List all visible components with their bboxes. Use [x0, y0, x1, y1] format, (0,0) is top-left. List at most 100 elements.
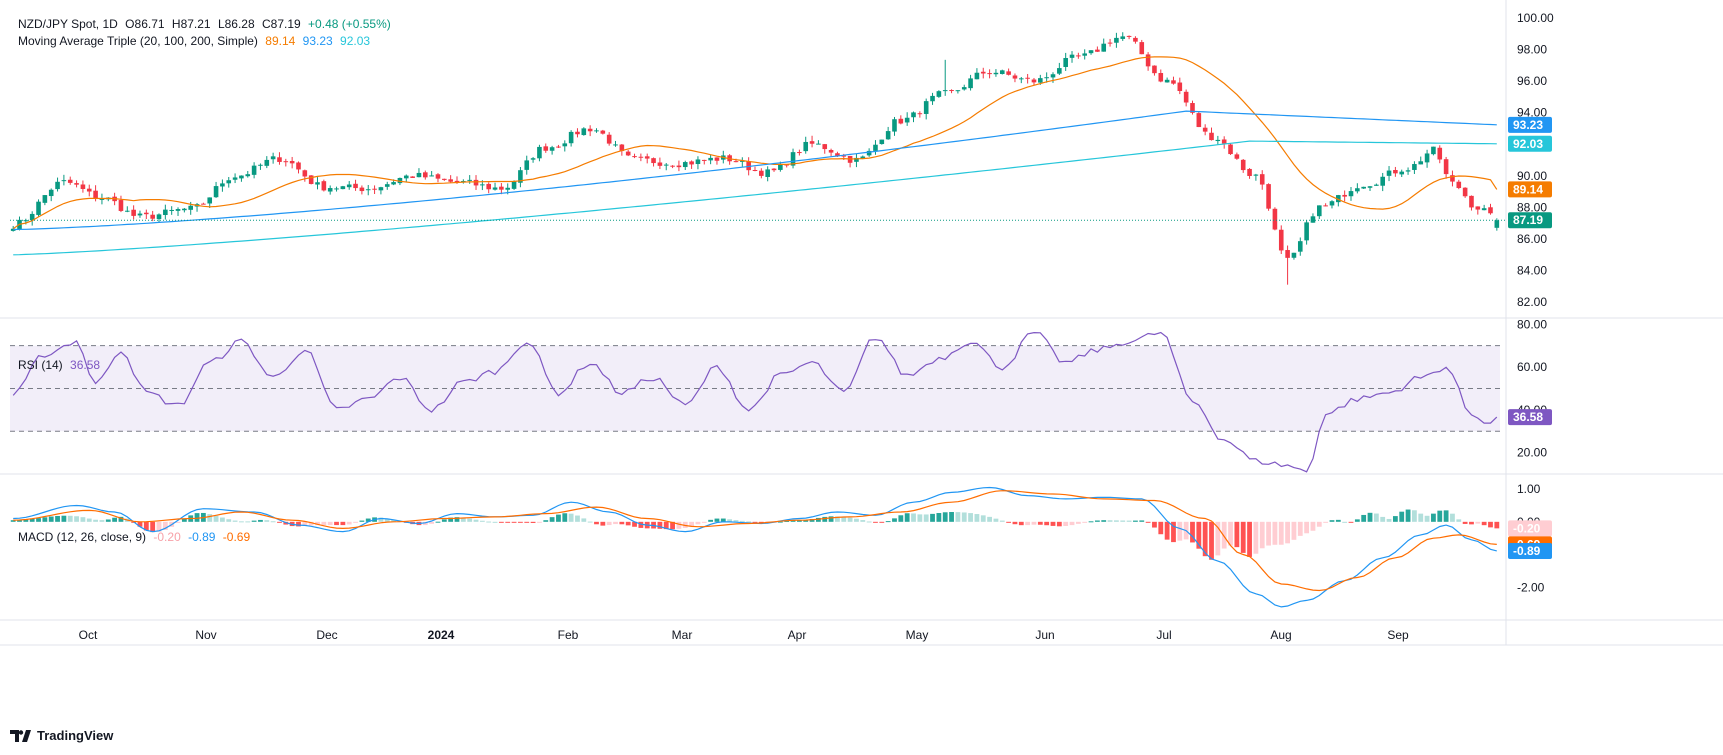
macd-hist-bar [714, 518, 720, 522]
candle-body [1177, 82, 1183, 91]
macd-hist-bar [873, 521, 878, 523]
candle-body [537, 146, 542, 159]
candle-body [473, 179, 479, 186]
candle-body [790, 152, 796, 166]
macd-hist-bar [987, 516, 992, 522]
candle-body [232, 177, 238, 180]
candle-body [378, 187, 384, 191]
candle-body [365, 189, 371, 191]
macd-hist-bar [315, 521, 320, 526]
macd-hist-bar [1297, 521, 1303, 536]
candle-body [923, 101, 929, 114]
tradingview-brand[interactable]: TradingView [10, 728, 113, 743]
time-tick-label: Dec [316, 628, 337, 642]
ma20-line [12, 56, 1498, 230]
candle-body [93, 190, 98, 199]
candle-body [1190, 103, 1195, 113]
open-label: O [125, 17, 135, 31]
price-tick-label: 82.00 [1517, 295, 1547, 309]
macd-hist-bar [1247, 521, 1252, 557]
candle-body [999, 70, 1005, 75]
macd-signal-line [13, 490, 1497, 592]
candle-body [239, 175, 244, 179]
candle-body [144, 212, 149, 215]
macd-hist-bar [968, 513, 973, 522]
macd-hist-bar [441, 519, 447, 522]
brand-name: TradingView [37, 728, 114, 743]
rsi-value: 36.58 [70, 358, 101, 372]
macd-hist-bar [898, 515, 904, 522]
candle-body [1456, 181, 1462, 189]
macd-hist-bar [353, 521, 358, 523]
macd-hist-bar [1354, 519, 1360, 522]
candle-body [740, 160, 745, 162]
macd-hist-bar [1386, 518, 1392, 522]
macd-hist-bar [1469, 521, 1474, 525]
candle-body [1278, 229, 1284, 251]
candle-body [1145, 54, 1151, 67]
macd-hist-bar [1228, 521, 1233, 546]
macd-hist-bar [492, 521, 498, 523]
macd-hist-bar [752, 521, 758, 523]
ma20-tag-bg [1508, 181, 1552, 198]
macd-hist-tag-text: -0.20 [1513, 521, 1541, 535]
macd-hist-bar [587, 521, 593, 523]
candle-body [251, 165, 257, 175]
price-tick-label: 98.00 [1517, 42, 1547, 56]
macd-hist-bar [1234, 521, 1240, 548]
candle-body [448, 179, 453, 182]
macd-hist-bar [61, 515, 67, 522]
macd-hist-bar [1126, 520, 1132, 522]
macd-hist-bar [296, 521, 301, 527]
price-legend: NZD/JPY Spot, 1D O86.71 H87.21 L86.28 C8… [18, 16, 395, 32]
macd-hist-bar [156, 521, 162, 532]
candle-body [835, 153, 840, 157]
macd-hist-bar [105, 519, 111, 522]
candle-body [1057, 68, 1062, 74]
candle-body [1259, 174, 1265, 185]
macd-hist-bar [1056, 521, 1062, 527]
candle-body [632, 156, 637, 158]
macd-hist-bar [1253, 521, 1259, 554]
candle-body [61, 180, 67, 182]
macd-hist-bar [1209, 521, 1214, 560]
candle-body [207, 197, 213, 204]
candle-body [556, 146, 561, 148]
candle-body [898, 118, 904, 124]
macd-hist-bar [568, 513, 574, 522]
rsi-tag: 36.58 [1508, 409, 1552, 426]
candle-body [1164, 79, 1170, 83]
candle-body [1076, 55, 1081, 57]
macd-hist-bar [689, 521, 694, 527]
candle-body [1025, 77, 1030, 79]
macd-hist-bar [632, 521, 637, 527]
macd-hist-bar [277, 521, 282, 523]
macd-hist-bar [1050, 521, 1056, 526]
candle-body [1215, 139, 1221, 142]
macd-hist-bar [790, 520, 796, 522]
macd-hist-bar [657, 521, 663, 529]
candle-body [974, 72, 980, 80]
price-tick-label: 84.00 [1517, 264, 1547, 278]
macd-hist-bar [486, 521, 492, 523]
macd-line [13, 486, 1497, 608]
macd-hist-bar [1329, 520, 1335, 522]
candle-body [752, 170, 758, 172]
candle-body [1114, 37, 1119, 43]
candle-body [201, 203, 206, 205]
price-tag-bg [1508, 212, 1552, 229]
candle-body [511, 181, 517, 189]
candle-body [384, 184, 390, 187]
tradingview-logo-icon [10, 729, 31, 742]
rsi-tick-label: 20.00 [1517, 446, 1547, 460]
candle-body [701, 159, 707, 161]
candle-body [442, 178, 447, 180]
candle-body [942, 90, 948, 92]
time-tick-label: Mar [672, 628, 693, 642]
candle-body [1240, 159, 1246, 171]
candle-body [961, 87, 967, 90]
candle-body [1336, 195, 1341, 203]
macd-hist-bar [1037, 521, 1043, 525]
macd-hist-bar [112, 517, 118, 522]
